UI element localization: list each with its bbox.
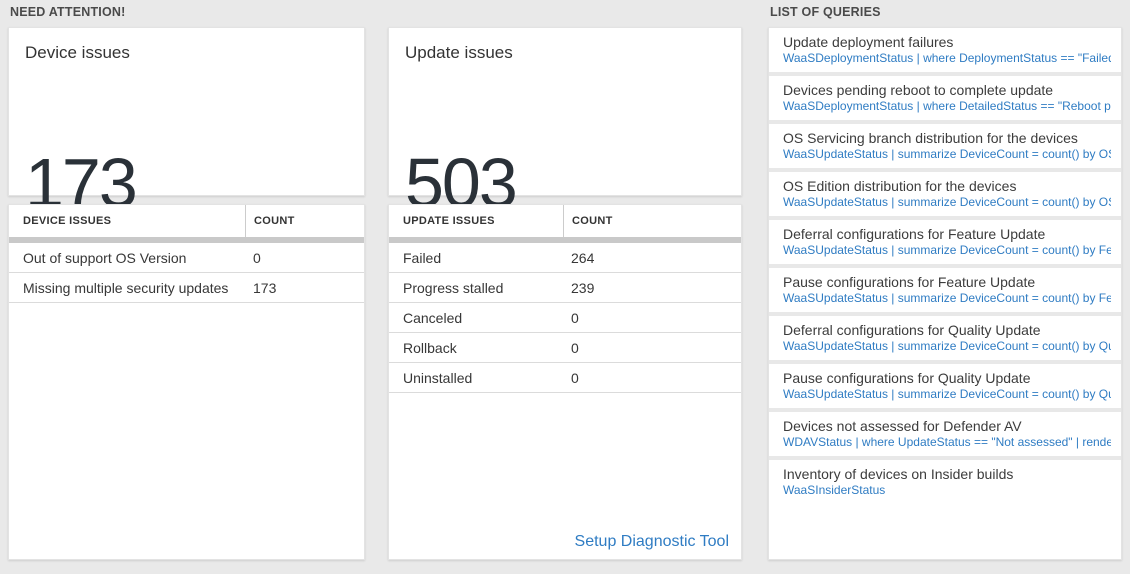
query-text: WaaSUpdateStatus | summarize DeviceCount… [783,387,1111,401]
query-text: WaaSUpdateStatus | summarize DeviceCount… [783,147,1111,161]
query-list-item[interactable]: Devices not assessed for Defender AV WDA… [769,412,1121,460]
column-header-count: COUNT [245,205,364,237]
column-header-count: COUNT [563,205,741,237]
query-list-item[interactable]: Deferral configurations for Quality Upda… [769,316,1121,364]
issue-count: 264 [571,249,595,266]
query-text: WaaSInsiderStatus [783,483,886,497]
table-row[interactable]: Canceled 0 [389,303,741,333]
query-list-item[interactable]: Inventory of devices on Insider builds W… [769,460,1121,504]
table-row[interactable]: Failed 264 [389,243,741,273]
issue-count: 0 [571,309,579,326]
table-header-divider-bar [389,237,741,243]
issue-label: Canceled [403,309,463,326]
update-issues-table: UPDATE ISSUES COUNT Failed 264 Progress … [388,204,742,560]
device-issues-tile-title: Device issues [25,43,130,62]
query-list-item[interactable]: Pause configurations for Feature Update … [769,268,1121,316]
table-header-divider-bar [9,237,364,243]
issue-count: 0 [253,249,261,266]
query-list-item[interactable]: Pause configurations for Quality Update … [769,364,1121,412]
issue-label: Failed [403,249,442,266]
query-title: OS Edition distribution for the devices [783,178,1017,194]
list-of-queries-heading: LIST OF QUERIES [770,5,881,19]
query-title: Pause configurations for Quality Update [783,370,1031,386]
query-title: Update deployment failures [783,34,954,50]
device-issues-table: DEVICE ISSUES COUNT Out of support OS Ve… [8,204,365,560]
issue-count: 239 [571,279,595,296]
device-issues-table-header: DEVICE ISSUES COUNT [9,205,364,237]
query-list-item[interactable]: Update deployment failures WaaSDeploymen… [769,28,1121,76]
table-row[interactable]: Rollback 0 [389,333,741,363]
query-title: Devices not assessed for Defender AV [783,418,1022,434]
issue-count: 0 [571,339,579,356]
query-text: WaaSUpdateStatus | summarize DeviceCount… [783,195,1111,209]
issue-label: Uninstalled [403,369,473,386]
query-text: WaaSUpdateStatus | summarize DeviceCount… [783,339,1111,353]
query-text: WDAVStatus | where UpdateStatus == "Not … [783,435,1111,449]
issue-count: 0 [571,369,579,386]
need-attention-heading: NEED ATTENTION! [10,5,126,19]
query-title: Deferral configurations for Quality Upda… [783,322,1041,338]
issue-label: Progress stalled [403,279,504,296]
issue-label: Out of support OS Version [23,249,187,266]
query-text: WaaSUpdateStatus | summarize DeviceCount… [783,291,1111,305]
update-issues-tile-title: Update issues [405,43,513,62]
query-list-item[interactable]: Deferral configurations for Feature Upda… [769,220,1121,268]
update-issues-table-header: UPDATE ISSUES COUNT [389,205,741,237]
device-issues-tile[interactable]: Device issues 173 [8,27,365,220]
query-title: Deferral configurations for Feature Upda… [783,226,1046,242]
column-header-update-issues: UPDATE ISSUES [403,215,495,227]
table-row[interactable]: Out of support OS Version 0 [9,243,364,273]
query-text: WaaSUpdateStatus | summarize DeviceCount… [783,243,1111,257]
query-list-panel: Update deployment failures WaaSDeploymen… [768,27,1122,560]
setup-diagnostic-tool-link[interactable]: Setup Diagnostic Tool [574,533,729,550]
table-row[interactable]: Progress stalled 239 [389,273,741,303]
query-list-item[interactable]: Devices pending reboot to complete updat… [769,76,1121,124]
query-text: WaaSDeploymentStatus | where DetailedSta… [783,99,1111,113]
query-list-item[interactable]: OS Edition distribution for the devices … [769,172,1121,220]
query-text: WaaSDeploymentStatus | where DeploymentS… [783,51,1111,65]
table-row[interactable]: Uninstalled 0 [389,363,741,393]
query-list-item[interactable]: OS Servicing branch distribution for the… [769,124,1121,172]
query-title: Inventory of devices on Insider builds [783,466,1014,482]
query-title: OS Servicing branch distribution for the… [783,130,1078,146]
issue-label: Rollback [403,339,457,356]
issue-count: 173 [253,279,277,296]
table-row[interactable]: Missing multiple security updates 173 [9,273,364,303]
column-header-device-issues: DEVICE ISSUES [23,215,112,227]
query-title: Pause configurations for Feature Update [783,274,1036,290]
update-issues-tile[interactable]: Update issues 503 [388,27,742,220]
issue-label: Missing multiple security updates [23,279,229,296]
query-title: Devices pending reboot to complete updat… [783,82,1054,98]
